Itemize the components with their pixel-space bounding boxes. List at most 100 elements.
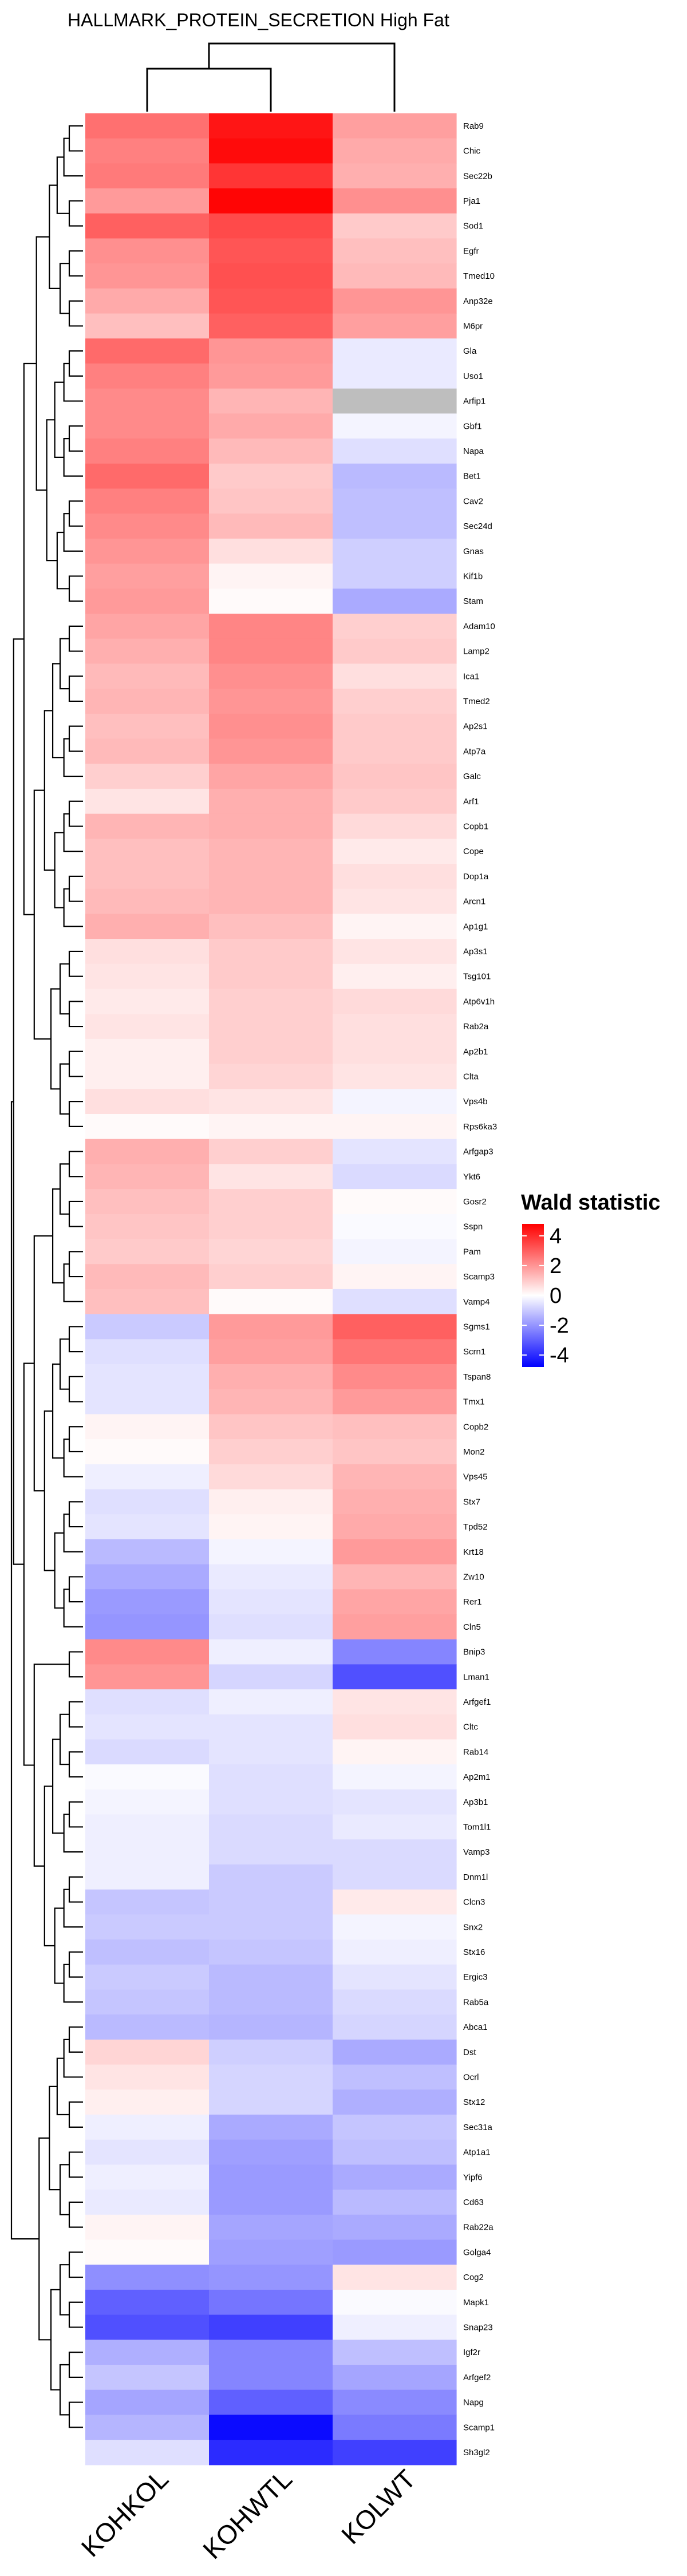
heatmap-cell — [209, 1339, 333, 1365]
row-dendrogram-link — [68, 1326, 83, 1353]
heatmap-cell — [209, 764, 333, 789]
row-dendrogram-link — [68, 2101, 83, 2128]
heatmap-cell — [85, 2089, 210, 2115]
heatmap-cell — [333, 1164, 457, 1190]
heatmap-cell — [209, 188, 333, 214]
heatmap-cell — [209, 563, 333, 589]
row-label: Atp6v1h — [463, 997, 495, 1006]
heatmap-cell — [333, 2089, 457, 2115]
row-dendrogram-link — [35, 236, 50, 491]
heatmap-cell — [209, 1089, 333, 1115]
heatmap-cell — [333, 488, 457, 514]
heatmap-cell — [85, 113, 210, 139]
row-dendrogram-link — [59, 2364, 69, 2416]
row-label: Clta — [463, 1072, 479, 1081]
row-label: Golga4 — [463, 2247, 491, 2257]
heatmap-cell — [333, 2214, 457, 2241]
legend-title: Wald statistic — [521, 1191, 661, 1215]
row-dendrogram-link — [33, 1235, 53, 1492]
heatmap-cell — [85, 2340, 210, 2365]
heatmap-cell — [333, 1114, 457, 1140]
row-label: Tsg101 — [463, 972, 491, 982]
heatmap-cell — [333, 1464, 457, 1490]
row-dendrogram-link — [59, 1713, 69, 1765]
row-dendrogram-link — [63, 1263, 83, 1302]
row-label: Rps6ka3 — [463, 1122, 497, 1132]
heatmap-cell — [209, 1989, 333, 2015]
heatmap-cell — [85, 939, 210, 965]
row-dendrogram-link — [52, 1363, 64, 1459]
heatmap-cell — [209, 1289, 333, 1315]
heatmap-cell — [85, 864, 210, 890]
heatmap-cell — [85, 338, 210, 364]
heatmap-cell — [333, 888, 457, 914]
row-dendrogram-link — [44, 1410, 55, 1571]
heatmap-cell — [85, 1489, 210, 1515]
heatmap-cell — [85, 1989, 210, 2015]
heatmap-cell — [333, 2365, 457, 2391]
row-dendrogram-link — [68, 1751, 83, 1778]
heatmap-cell — [333, 1614, 457, 1640]
row-dendrogram-link — [68, 1376, 83, 1402]
heatmap-cell — [209, 1264, 333, 1290]
heatmap-cell — [209, 463, 333, 489]
row-dendrogram-link — [54, 1907, 64, 1984]
heatmap-cell — [209, 288, 333, 314]
row-label: Clcn3 — [463, 1898, 485, 1907]
row-label: Sspn — [463, 1222, 483, 1232]
heatmap-cell — [209, 1214, 333, 1240]
heatmap-cell — [209, 313, 333, 339]
row-label: Ap3s1 — [463, 947, 488, 957]
heatmap-cell — [333, 2190, 457, 2215]
heatmap-cell — [85, 614, 210, 639]
heatmap-cell — [85, 1389, 210, 1415]
row-label: Gbf1 — [463, 421, 482, 431]
heatmap-cell — [209, 1489, 333, 1515]
heatmap-cell — [209, 2265, 333, 2290]
heatmap-cell — [85, 2014, 210, 2040]
heatmap-cell — [333, 1414, 457, 1440]
heatmap-cell — [333, 1289, 457, 1315]
column-label: KOHWTL — [197, 2464, 298, 2565]
row-dendrogram-link — [59, 1163, 69, 1215]
heatmap-cell — [209, 1514, 333, 1540]
row-dendrogram-link — [68, 200, 83, 227]
heatmap-cell — [333, 1539, 457, 1565]
heatmap-cell — [209, 2214, 333, 2241]
heatmap-cell — [85, 2039, 210, 2065]
heatmap-cell — [85, 588, 210, 614]
heatmap-cell — [85, 713, 210, 740]
row-label: Ap2m1 — [463, 1772, 491, 1782]
row-dendrogram-link — [68, 1251, 83, 1278]
color-legend: Wald statistic 4 2 0 -2 -4 — [521, 1191, 661, 1368]
row-label: Galc — [463, 772, 481, 781]
heatmap-cell — [85, 2314, 210, 2340]
heatmap-cell — [333, 864, 457, 890]
heatmap-cell — [333, 813, 457, 839]
row-label: Rab2a — [463, 1022, 489, 1032]
row-label: Copb2 — [463, 1422, 488, 1432]
row-label: Atp1a1 — [463, 2148, 491, 2158]
heatmap-cell — [333, 338, 457, 364]
heatmap-cell — [209, 1314, 333, 1340]
heatmap-cell — [209, 1564, 333, 1590]
row-dendrogram-link — [59, 963, 69, 1015]
heatmap-cell — [85, 1864, 210, 1890]
row-label: Dop1a — [463, 872, 489, 882]
heatmap-cell — [85, 813, 210, 839]
row-label: Arfgef1 — [463, 1697, 491, 1707]
row-dendrogram-link — [52, 663, 64, 758]
heatmap-cell — [333, 1639, 457, 1665]
heatmap-cell — [209, 113, 333, 139]
heatmap-cell — [85, 2214, 210, 2241]
row-label: Sgms1 — [463, 1322, 490, 1332]
row-dendrogram-link — [56, 531, 69, 590]
heatmap-cell — [85, 788, 210, 815]
heatmap-cell — [209, 1189, 333, 1215]
row-dendrogram-link — [63, 2038, 83, 2078]
row-label: Mon2 — [463, 1447, 485, 1457]
heatmap-cell — [85, 2289, 210, 2316]
heatmap-cell — [333, 1214, 457, 1240]
heatmap-cell — [85, 438, 210, 464]
row-label: Rab5a — [463, 1997, 489, 2007]
